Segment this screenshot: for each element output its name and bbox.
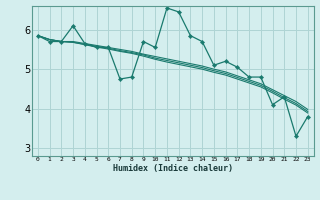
X-axis label: Humidex (Indice chaleur): Humidex (Indice chaleur) <box>113 164 233 173</box>
